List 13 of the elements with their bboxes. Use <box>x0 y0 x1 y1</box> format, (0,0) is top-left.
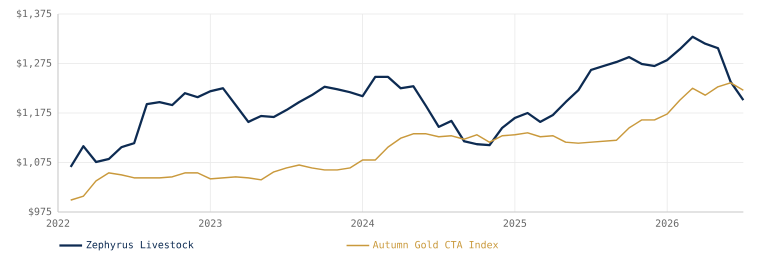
y-tick-label: $975 <box>28 207 52 217</box>
y-tick-label: $1,175 <box>16 108 52 118</box>
x-tick-label: 2022 <box>46 219 70 227</box>
legend-label: Autumn Gold CTA Index <box>372 240 498 248</box>
x-tick-label: 2025 <box>504 219 526 227</box>
x-tick-label: 2026 <box>656 219 679 227</box>
x-tick-label: 2023 <box>199 219 222 227</box>
x-tick-label: 2024 <box>351 219 374 227</box>
y-tick-label: $1,375 <box>16 9 52 19</box>
y-tick-label: $1,275 <box>16 58 52 68</box>
y-tick-label: $1,075 <box>16 158 52 168</box>
legend-label: Zephyrus Livestock <box>86 240 194 250</box>
line-series <box>70 36 744 168</box>
